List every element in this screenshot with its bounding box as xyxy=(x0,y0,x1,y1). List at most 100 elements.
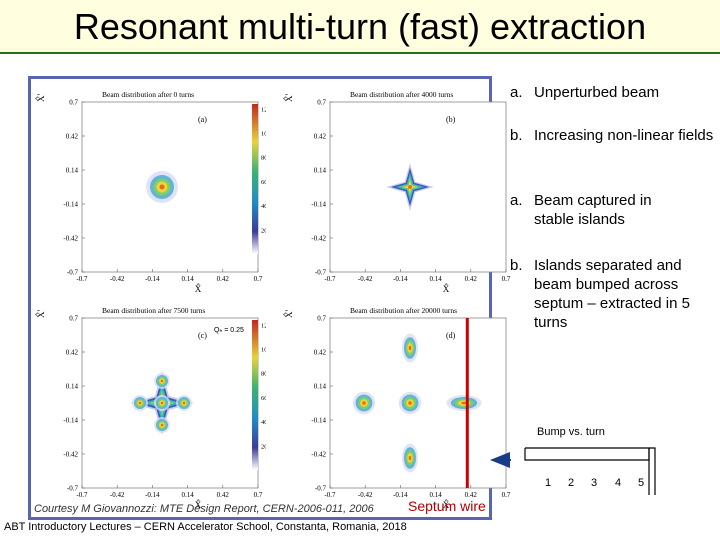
bump-label: 5 xyxy=(638,477,644,489)
title-rule xyxy=(0,52,720,54)
y-axis-label: X̂' xyxy=(283,310,294,318)
colorbar-tick-label: 1000 xyxy=(261,347,266,354)
x-tick-label: -0.7 xyxy=(76,491,88,499)
panel-tag: (c) xyxy=(198,331,207,340)
colorbar-tick-label: 800 xyxy=(261,371,266,378)
x-tick-label: -0.42 xyxy=(358,275,373,283)
y-tick-label: 0.42 xyxy=(66,349,79,357)
colorbar-tick-label: 1000 xyxy=(261,131,266,138)
x-tick-label: -0.7 xyxy=(324,491,336,499)
annotation-text: Increasing non-linear fields xyxy=(534,127,714,144)
bump-label: 3 xyxy=(591,477,597,489)
bump-label: 4 xyxy=(615,477,621,489)
y-axis-label: X̂' xyxy=(35,94,46,102)
qh-label: Qₕ = 0.25 xyxy=(214,327,244,334)
y-tick-label: 0.14 xyxy=(314,167,327,175)
panel-wrapper: Beam distribution after 7500 turns -0.7 -0… xyxy=(34,304,266,514)
x-tick-label: -0.42 xyxy=(110,275,125,283)
x-tick-label: 0.42 xyxy=(217,491,230,499)
panel-wrapper: Beam distribution after 4000 turns -0.7 -0… xyxy=(282,88,514,298)
island xyxy=(398,391,422,415)
phase-space-panel: Beam distribution after 4000 turns-0.7-0… xyxy=(283,90,511,294)
island xyxy=(154,417,170,433)
x-axis-label: X̂ xyxy=(195,499,202,510)
beam-star xyxy=(386,163,434,211)
panel-title: Beam distribution after 20000 turns xyxy=(350,306,457,315)
island xyxy=(402,333,418,363)
septum-wire-label: Septum wire xyxy=(408,498,486,514)
x-tick-label: 0.42 xyxy=(465,275,478,283)
y-tick-label: -0.14 xyxy=(63,201,78,209)
y-axis-label: X̂' xyxy=(35,310,46,318)
x-tick-label: -0.42 xyxy=(110,491,125,499)
island xyxy=(402,443,418,473)
slide-footer: ABT Introductory Lectures – CERN Acceler… xyxy=(4,521,407,533)
y-tick-label: 0.7 xyxy=(69,315,78,323)
x-tick-label: 0.7 xyxy=(254,491,263,499)
panel-title: Beam distribution after 7500 turns xyxy=(102,306,205,315)
colorbar-tick-label: 800 xyxy=(261,155,266,162)
bump-label: 2 xyxy=(568,477,574,489)
x-tick-label: -0.42 xyxy=(358,491,373,499)
colorbar-tick-label: 200 xyxy=(261,227,266,234)
annotation-marker: b. xyxy=(510,257,523,274)
colorbar-tick-label: 1200 xyxy=(261,106,266,113)
x-tick-label: -0.14 xyxy=(145,491,160,499)
phase-space-panel: Beam distribution after 7500 turns-0.7-0… xyxy=(35,306,266,510)
annotation-text: Islands separated and beam bumped across… xyxy=(534,257,690,331)
x-tick-label: 0.7 xyxy=(502,491,511,499)
y-tick-label: -0.14 xyxy=(311,201,326,209)
panel-tag: (b) xyxy=(446,115,456,124)
y-tick-label: -0.42 xyxy=(63,451,78,459)
colorbar-tick-label: 400 xyxy=(261,419,266,426)
y-tick-label: 0.7 xyxy=(317,99,326,107)
y-tick-label: -0.42 xyxy=(63,235,78,243)
island xyxy=(154,395,170,411)
bump-trace-inner xyxy=(524,448,650,461)
annotation-marker: a. xyxy=(510,192,523,209)
bump-trace-top xyxy=(525,447,656,495)
y-tick-label: -0.14 xyxy=(311,417,326,425)
y-tick-label: -0.7 xyxy=(315,485,327,493)
panel-tag: (a) xyxy=(198,115,207,124)
y-axis-label: X̂' xyxy=(283,94,294,102)
y-tick-label: -0.42 xyxy=(311,451,326,459)
y-tick-label: -0.14 xyxy=(63,417,78,425)
colorbar-tick-label: 1200 xyxy=(261,322,266,329)
colorbar-tick-label: 600 xyxy=(261,179,266,186)
island xyxy=(154,373,170,389)
panel-tag: (d) xyxy=(446,331,456,340)
x-axis-label: X̂ xyxy=(443,283,450,294)
y-tick-label: -0.7 xyxy=(315,269,327,277)
annotation-text: Unperturbed beam xyxy=(534,84,660,101)
y-tick-label: 0.42 xyxy=(66,133,79,141)
y-tick-label: 0.14 xyxy=(314,383,327,391)
y-tick-label: -0.7 xyxy=(67,485,79,493)
y-tick-label: 0.7 xyxy=(69,99,78,107)
x-tick-label: 0.7 xyxy=(502,275,511,283)
panel-wrapper: Beam distribution after 0 turns -0.7 -0.7 -… xyxy=(34,88,266,298)
x-tick-label: -0.14 xyxy=(145,275,160,283)
bump-title: Bump vs. turn xyxy=(537,426,605,438)
y-tick-label: -0.42 xyxy=(311,235,326,243)
colorbar xyxy=(252,320,258,470)
y-tick-label: -0.7 xyxy=(67,269,79,277)
x-tick-label: 0.14 xyxy=(181,275,194,283)
figure-courtesy: Courtesy M Giovannozzi: MTE Design Repor… xyxy=(34,503,374,515)
x-axis-label: X̂ xyxy=(443,499,450,510)
phase-space-panel: Beam distribution after 20000 turns-0.7-… xyxy=(283,306,511,510)
y-tick-label: 0.14 xyxy=(66,383,79,391)
phase-space-panel: Beam distribution after 0 turns -0.7-0.7 -… xyxy=(35,90,266,294)
annotation-marker: b. xyxy=(510,127,523,144)
panel-title: Beam distribution after 0 turns xyxy=(102,90,194,99)
y-tick-label: 0.42 xyxy=(314,349,327,357)
y-tick-label: 0.7 xyxy=(317,315,326,323)
annotation-marker: a. xyxy=(510,84,523,101)
x-tick-label: -0.7 xyxy=(324,275,336,283)
slide-title: Resonant multi-turn (fast) extraction xyxy=(73,6,647,47)
island xyxy=(176,395,192,411)
title-bar xyxy=(0,0,720,52)
bump-label: 1 xyxy=(545,477,551,489)
x-tick-label: 0.14 xyxy=(429,275,442,283)
x-tick-label: 0.14 xyxy=(181,491,194,499)
